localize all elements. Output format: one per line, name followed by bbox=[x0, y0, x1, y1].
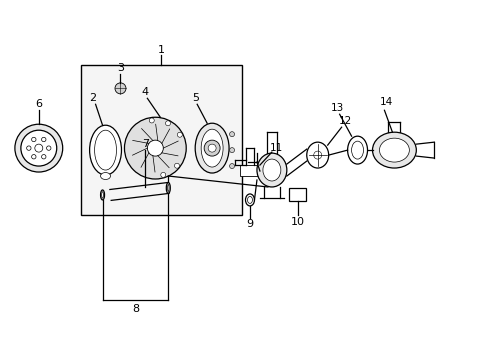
Ellipse shape bbox=[372, 132, 415, 168]
Circle shape bbox=[15, 124, 62, 172]
Circle shape bbox=[229, 148, 234, 153]
Circle shape bbox=[161, 172, 165, 177]
Circle shape bbox=[35, 144, 42, 152]
Text: 1: 1 bbox=[158, 45, 164, 54]
Ellipse shape bbox=[102, 192, 103, 198]
Text: 6: 6 bbox=[35, 99, 42, 109]
Text: 4: 4 bbox=[142, 87, 149, 97]
Ellipse shape bbox=[94, 130, 116, 170]
Text: 10: 10 bbox=[290, 217, 304, 227]
Text: 2: 2 bbox=[89, 93, 96, 103]
Ellipse shape bbox=[195, 123, 228, 173]
Ellipse shape bbox=[379, 138, 408, 162]
Text: 11: 11 bbox=[270, 143, 283, 153]
Circle shape bbox=[229, 163, 234, 168]
Circle shape bbox=[149, 118, 154, 123]
Ellipse shape bbox=[256, 153, 286, 187]
Text: 14: 14 bbox=[379, 97, 392, 107]
Circle shape bbox=[32, 137, 36, 142]
Circle shape bbox=[41, 137, 46, 142]
Circle shape bbox=[26, 146, 31, 150]
Ellipse shape bbox=[167, 184, 169, 192]
Circle shape bbox=[46, 146, 51, 150]
Circle shape bbox=[229, 132, 234, 137]
Ellipse shape bbox=[306, 142, 328, 168]
Ellipse shape bbox=[101, 190, 104, 200]
Circle shape bbox=[165, 121, 170, 126]
Circle shape bbox=[32, 154, 36, 159]
Circle shape bbox=[115, 83, 126, 94]
Text: 7: 7 bbox=[142, 139, 149, 149]
Circle shape bbox=[177, 132, 182, 137]
Circle shape bbox=[21, 130, 57, 166]
Circle shape bbox=[208, 144, 216, 152]
Circle shape bbox=[124, 117, 186, 179]
Text: 12: 12 bbox=[338, 116, 351, 126]
Text: 3: 3 bbox=[117, 63, 124, 73]
Ellipse shape bbox=[347, 136, 367, 164]
Ellipse shape bbox=[201, 129, 223, 167]
Text: 13: 13 bbox=[330, 103, 344, 113]
Ellipse shape bbox=[351, 141, 363, 159]
Text: 8: 8 bbox=[132, 305, 139, 315]
Bar bbox=[81, 66, 242, 215]
Bar bbox=[289, 189, 305, 201]
Ellipse shape bbox=[247, 197, 252, 203]
Ellipse shape bbox=[263, 159, 280, 181]
Bar bbox=[240, 165, 260, 176]
Ellipse shape bbox=[101, 172, 110, 180]
Ellipse shape bbox=[245, 194, 254, 206]
Ellipse shape bbox=[166, 183, 170, 193]
Text: 5: 5 bbox=[191, 93, 198, 103]
Circle shape bbox=[313, 151, 321, 159]
Circle shape bbox=[41, 154, 46, 159]
Circle shape bbox=[203, 140, 220, 156]
Text: 9: 9 bbox=[246, 219, 253, 229]
Ellipse shape bbox=[89, 125, 121, 175]
Circle shape bbox=[147, 140, 163, 156]
Circle shape bbox=[174, 163, 179, 168]
